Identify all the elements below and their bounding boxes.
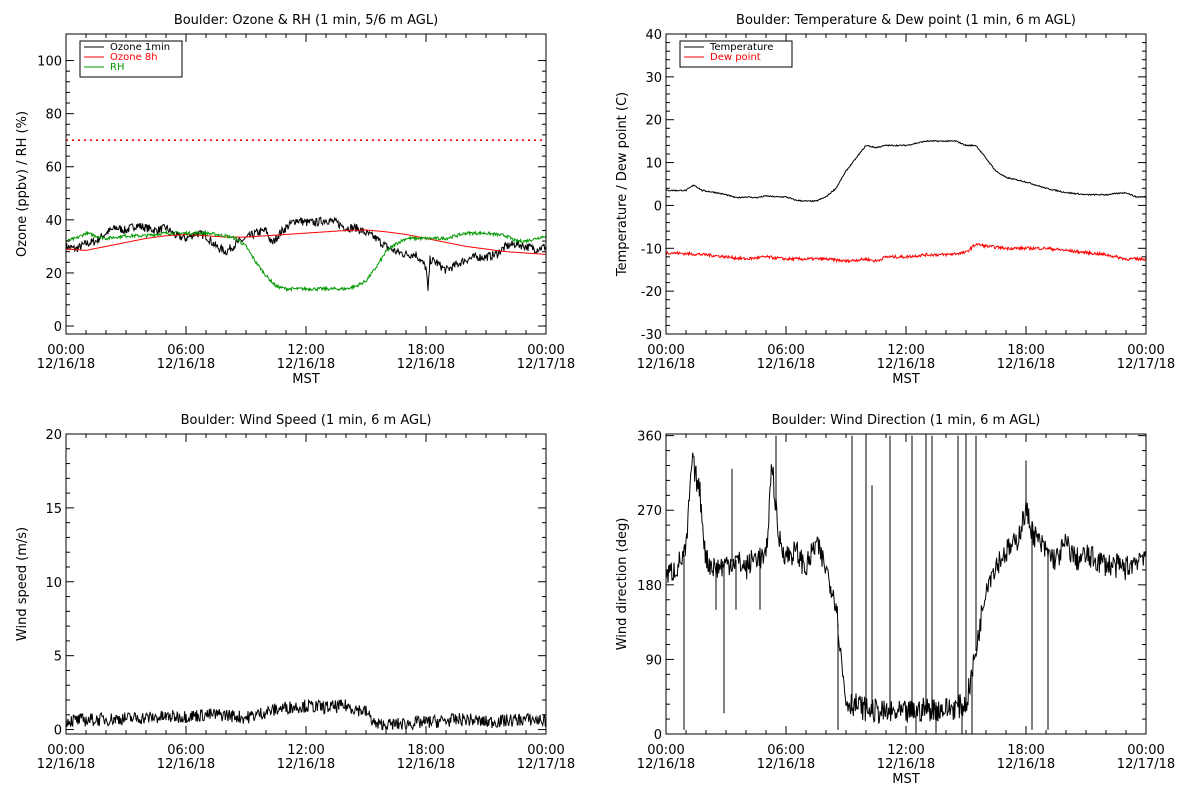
y-axis-label: Temperature / Dew point (C)	[615, 92, 630, 277]
series-line	[666, 242, 1146, 264]
x-tick-label-time: 00:00	[527, 743, 564, 758]
x-tick-label-date: 12/17/18	[517, 357, 575, 372]
x-tick-label-time: 12:00	[887, 743, 924, 758]
x-tick-label-date: 12/16/18	[37, 757, 95, 772]
y-tick-label: 15	[45, 502, 62, 517]
x-tick-label-date: 12/17/18	[517, 757, 575, 772]
series-line	[66, 216, 546, 291]
y-tick-label: -30	[641, 328, 662, 343]
y-tick-label: 80	[45, 108, 62, 123]
x-tick-label-date: 12/16/18	[37, 357, 95, 372]
y-tick-label: 10	[45, 576, 62, 591]
y-tick-label: -10	[641, 242, 662, 257]
x-tick-label-time: 12:00	[287, 743, 324, 758]
y-tick-label: 40	[645, 28, 662, 43]
x-tick-label-time: 18:00	[1007, 343, 1044, 358]
legend-box	[679, 40, 793, 68]
x-tick-label-time: 12:00	[287, 343, 324, 358]
y-tick-label: 60	[45, 161, 62, 176]
x-tick-label-time: 00:00	[1127, 343, 1164, 358]
x-tick-label-time: 18:00	[407, 343, 444, 358]
x-axis-label: MST	[292, 372, 319, 387]
y-tick-label: 20	[45, 428, 62, 443]
panel-1: Boulder: Temperature & Dew point (1 min,…	[615, 13, 1175, 387]
x-tick-label-date: 12/16/18	[637, 757, 695, 772]
chart-title: Boulder: Wind Speed (1 min, 6 m AGL)	[181, 413, 432, 428]
x-tick-label-date: 12/17/18	[1117, 357, 1175, 372]
x-tick-label-date: 12/16/18	[757, 357, 815, 372]
y-tick-label: -20	[641, 285, 662, 300]
y-tick-label: 0	[654, 728, 662, 743]
series-line	[66, 229, 546, 293]
chart-title: Boulder: Ozone & RH (1 min, 5/6 m AGL)	[174, 13, 438, 28]
x-tick-label-date: 12/17/18	[1117, 757, 1175, 772]
legend-label: Dew point	[710, 52, 761, 63]
series-line	[666, 139, 1146, 203]
series-line	[66, 229, 546, 255]
x-tick-label-date: 12/16/18	[397, 357, 455, 372]
x-tick-label-time: 18:00	[407, 743, 444, 758]
legend-label: Ozone 8h	[110, 52, 158, 63]
y-tick-label: 40	[45, 214, 62, 229]
x-tick-label-time: 06:00	[767, 343, 804, 358]
y-tick-label: 20	[645, 114, 662, 129]
x-tick-label-date: 12/16/18	[157, 757, 215, 772]
legend-label: RH	[110, 62, 124, 73]
x-axis-label: MST	[892, 372, 919, 387]
legend-label: Ozone 1min	[110, 42, 170, 53]
y-tick-label: 100	[37, 55, 62, 70]
y-tick-label: 90	[645, 653, 662, 668]
y-tick-label: 5	[54, 650, 62, 665]
x-tick-label-time: 06:00	[767, 743, 804, 758]
y-tick-label: 270	[637, 504, 662, 519]
y-tick-label: 360	[637, 430, 662, 445]
x-tick-label-date: 12/16/18	[997, 357, 1055, 372]
y-tick-label: 0	[54, 320, 62, 335]
x-tick-label-time: 00:00	[47, 343, 84, 358]
x-tick-label-date: 12/16/18	[157, 357, 215, 372]
panel-2: Boulder: Wind Speed (1 min, 6 m AGL) 0 5 10…	[15, 413, 575, 772]
y-tick-label: 0	[54, 724, 62, 739]
y-axis-label: Ozone (ppbv) / RH (%)	[15, 111, 30, 257]
x-tick-label-time: 00:00	[647, 743, 684, 758]
x-tick-label-time: 00:00	[527, 343, 564, 358]
panel-3: Boulder: Wind Direction (1 min, 6 m AGL)…	[615, 413, 1175, 787]
y-tick-label: 180	[637, 579, 662, 594]
x-tick-label-time: 06:00	[167, 343, 204, 358]
chart-title: Boulder: Temperature & Dew point (1 min,…	[736, 13, 1076, 28]
series-line	[66, 698, 546, 732]
x-tick-label-time: 00:00	[647, 343, 684, 358]
legend-label: Temperature	[709, 42, 773, 53]
y-tick-label: 20	[45, 267, 62, 282]
x-axis-label: MST	[892, 772, 919, 787]
x-tick-label-date: 12/16/18	[877, 757, 935, 772]
x-tick-label-time: 12:00	[887, 343, 924, 358]
y-tick-label: 0	[654, 199, 662, 214]
chart-title: Boulder: Wind Direction (1 min, 6 m AGL)	[772, 413, 1041, 428]
plot-frame	[665, 33, 1147, 335]
y-tick-label: 30	[645, 71, 662, 86]
x-tick-label-date: 12/16/18	[397, 757, 455, 772]
x-tick-label-date: 12/16/18	[277, 757, 335, 772]
x-tick-label-time: 00:00	[47, 743, 84, 758]
x-tick-label-date: 12/16/18	[277, 357, 335, 372]
x-tick-label-date: 12/16/18	[877, 357, 935, 372]
x-tick-label-time: 00:00	[1127, 743, 1164, 758]
y-axis-label: Wind direction (deg)	[615, 518, 630, 651]
series-line	[666, 452, 1146, 724]
x-tick-label-date: 12/16/18	[637, 357, 695, 372]
y-axis-label: Wind speed (m/s)	[15, 527, 30, 641]
plot-frame	[65, 433, 547, 735]
x-tick-label-date: 12/16/18	[757, 757, 815, 772]
x-tick-label-date: 12/16/18	[997, 757, 1055, 772]
plot-frame	[665, 433, 1147, 735]
y-tick-label: 10	[645, 157, 662, 172]
panel-0: Boulder: Ozone & RH (1 min, 5/6 m AGL) 0 2…	[15, 13, 575, 387]
x-tick-label-time: 06:00	[167, 743, 204, 758]
x-tick-label-time: 18:00	[1007, 743, 1044, 758]
